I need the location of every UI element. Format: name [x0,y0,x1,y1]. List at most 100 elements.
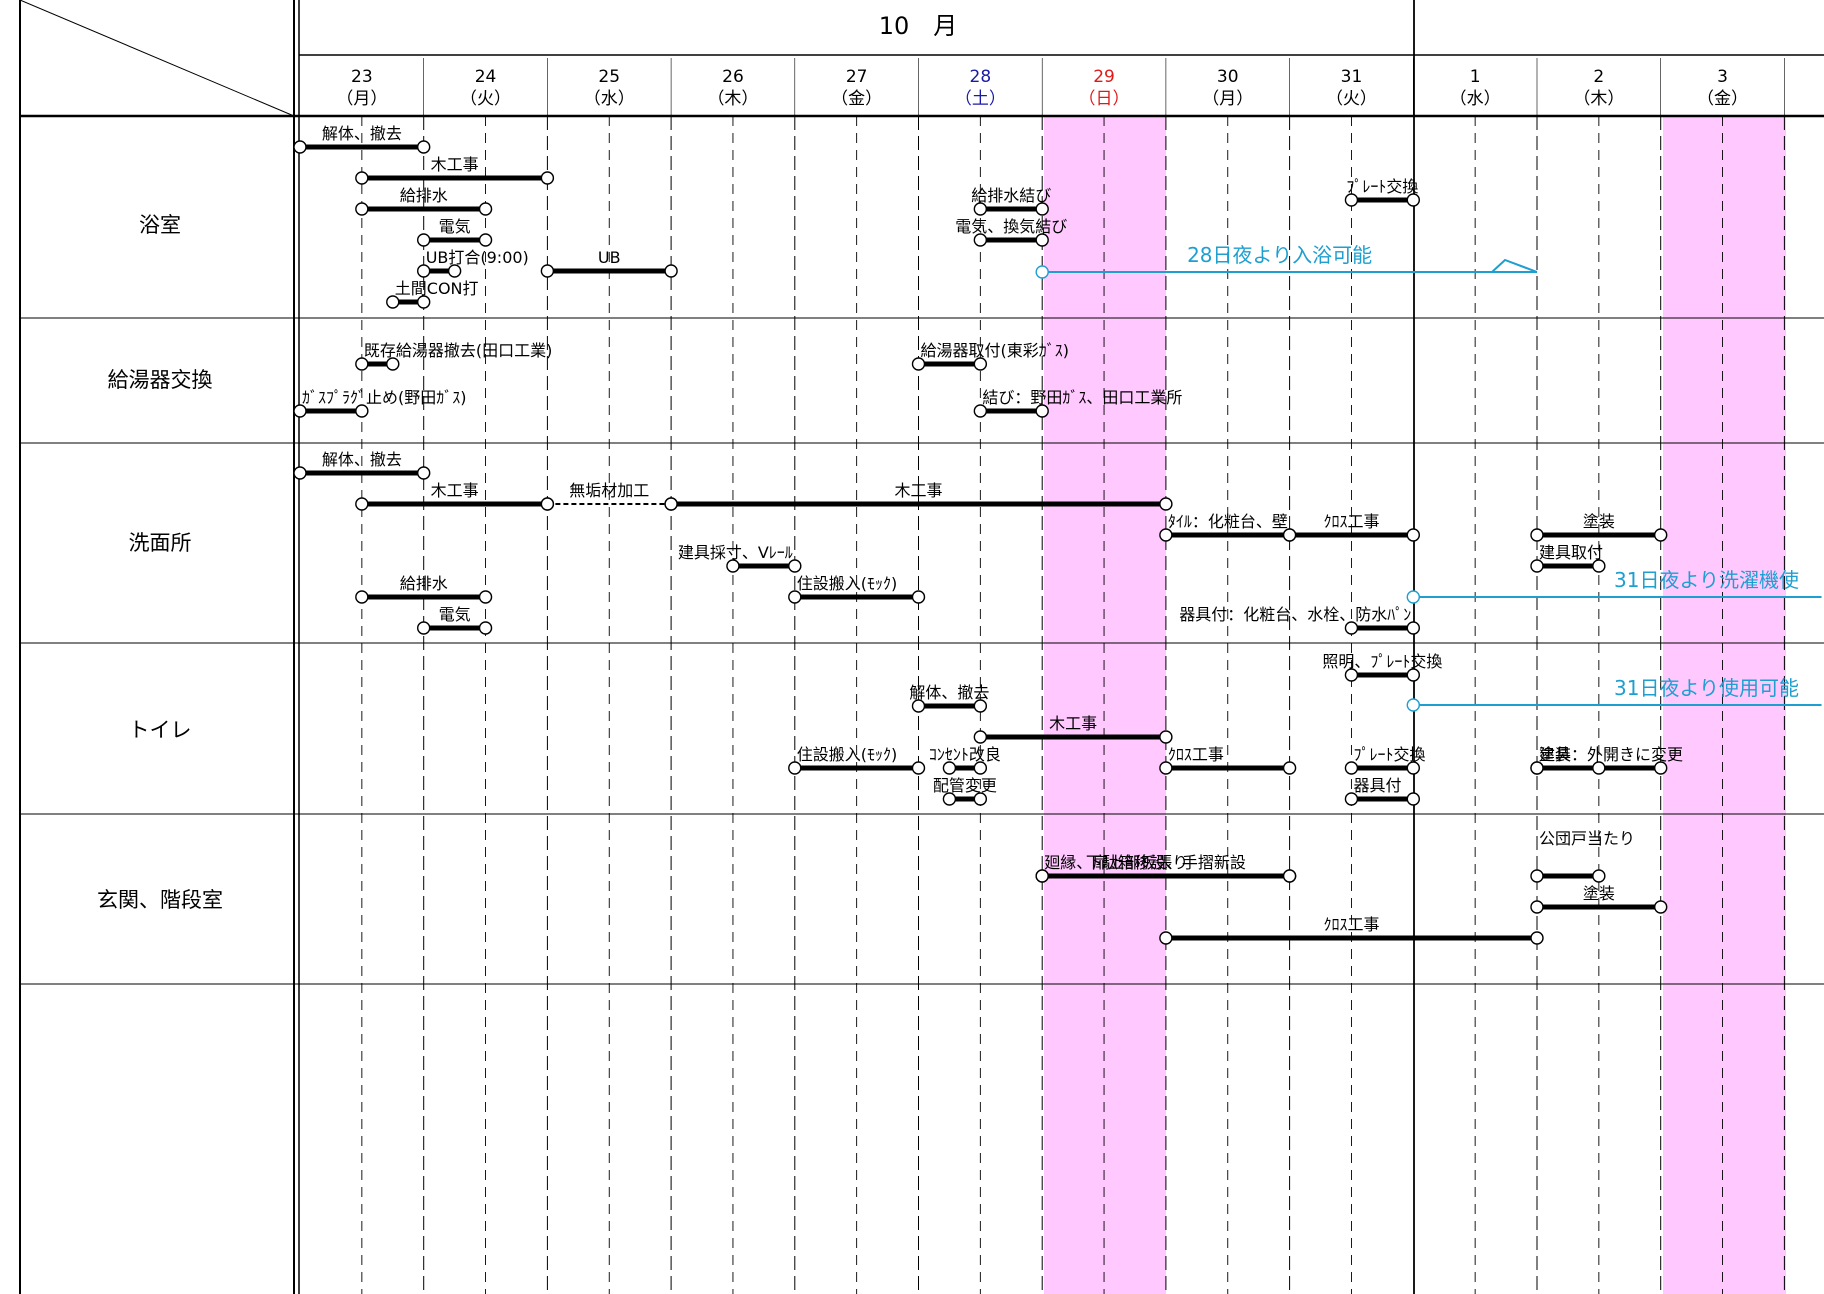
task-label: 給排水結び [971,186,1051,205]
task-endpoint [911,590,926,604]
task-endpoint [355,590,369,604]
day-number: 30 [1217,67,1239,87]
note-start-point [1406,698,1421,712]
task-endpoint [355,171,369,185]
task-endpoint [1592,761,1606,775]
task-endpoint [788,559,802,573]
task-label: 塗装 [1583,512,1615,531]
task-label: 解体、撤去 [322,124,402,143]
task-label: ｶﾞｽﾌﾟﾗｸﾞ止め(野田ｶﾞｽ) [302,388,467,407]
task-endpoint [942,792,957,806]
task-label: 解体、撤去 [322,450,402,469]
header-diagonal [19,0,295,117]
task-endpoint [1530,900,1544,914]
task-endpoint [478,621,493,635]
task-endpoint [664,264,678,278]
task-endpoint [540,264,555,278]
note-start-point [1035,265,1049,279]
task-endpoint [417,295,431,309]
task-endpoint [911,761,926,775]
task-label: 解体、撤去 [909,683,989,702]
task-endpoint [1653,761,1668,775]
task-label: 照明、ﾌﾟﾚｰﾄ交換 [1322,652,1442,671]
row-label-bathroom: 浴室 [139,213,181,237]
task-endpoint [478,202,493,216]
task-label: 無垢材加工 [569,481,649,500]
task-endpoint [1406,621,1421,635]
task-label: 給排水 [400,574,448,593]
day-weekday: （水） [1450,89,1501,109]
task-label: 電気 [439,217,471,236]
task-label: 住設搬入(ﾓｯｸ) [797,574,898,593]
holiday-band-sunday [1044,116,1166,1294]
task-label: ﾀｲﾙ：化粧台、壁 [1168,512,1288,531]
task-label: 給排水 [400,186,448,205]
task-label: UB打合(9:00) [426,248,529,267]
task-endpoint [973,792,988,806]
task-endpoint [1282,761,1297,775]
task-endpoint [1530,528,1544,542]
day-weekday: （月） [336,89,387,109]
task-endpoint [1530,761,1544,775]
task-endpoint [1159,761,1173,775]
note-arrow-head [1491,258,1538,273]
task-endpoint [417,264,431,278]
task-label: 木工事 [894,481,942,500]
day-number: 24 [475,67,497,87]
row-label-water-heater: 給湯器交換 [108,368,213,392]
note-text: 31日夜より使用可能 [1614,676,1799,700]
task-label: 電気、換気結び [955,217,1067,236]
task-label: ﾌﾟﾚｰﾄ交換 [1353,745,1425,764]
note-text: 31日夜より洗濯機使 [1614,568,1799,592]
task-label: 既存給湯器撤去(田口工業) [364,341,552,360]
task-endpoint [417,466,431,480]
task-label: 建具：外開きに変更 [1539,745,1683,764]
task-endpoint [1159,497,1173,511]
task-endpoint [386,357,400,371]
day-weekday: （日） [1079,89,1130,109]
task-endpoint [1592,559,1606,573]
day-weekday: （金） [831,89,882,109]
task-label: ｸﾛｽ工事 [1323,915,1379,934]
task-endpoint [355,202,369,216]
day-weekday: （火） [460,89,511,109]
task-label: 電気 [439,605,471,624]
task-label: 建具取付 [1539,543,1603,562]
task-endpoint [973,233,988,247]
task-label: 土間CON打 [395,279,479,298]
task-endpoint [1344,621,1359,635]
task-endpoint [478,233,493,247]
row-label-toilet: トイレ [129,718,192,742]
day-weekday: （土） [955,89,1006,109]
task-endpoint [973,404,988,418]
day-number: 3 [1717,67,1728,87]
task-endpoint [293,404,307,418]
task-endpoint [788,761,802,775]
task-endpoint [911,357,926,371]
task-endpoint [1344,193,1359,207]
task-endpoint [973,730,988,744]
day-header-layer: 23（月）24（火）25（水）26（木）27（金）28（土）29（日）30（月）… [336,67,1748,109]
task-endpoint [355,404,369,418]
task-endpoint [1035,404,1049,418]
task-endpoint [1406,528,1421,542]
day-weekday: （水） [584,89,635,109]
task-endpoint [540,497,555,511]
task-endpoint [447,264,462,278]
task-endpoint [1530,559,1544,573]
task-endpoint [417,621,431,635]
task-endpoint [478,590,493,604]
task-endpoint [1530,869,1544,883]
day-number: 2 [1593,67,1604,87]
task-label: 木工事 [431,481,479,500]
note-text: 28日夜より入浴可能 [1187,243,1372,267]
task-label: 木工事 [1049,714,1097,733]
task-endpoint [1159,931,1173,945]
task-endpoint [1159,730,1173,744]
task-label: 配管変更 [933,776,997,795]
day-weekday: （木） [707,89,758,109]
task-label: UB [598,248,621,267]
task-label: ｸﾛｽ工事 [1168,745,1224,764]
task-endpoint [417,233,431,247]
day-number: 29 [1093,67,1115,87]
